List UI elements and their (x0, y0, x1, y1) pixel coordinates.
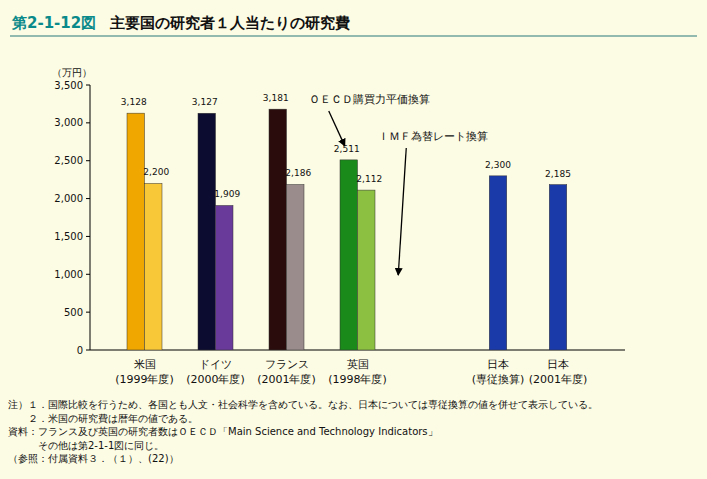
x-tick-label: フランス (2001年度) (257, 358, 316, 386)
y-tick-label: 0 (77, 345, 83, 356)
x-tick-label-line: (2001年度) (529, 373, 588, 386)
series-annotation: ＩＭＦ為替レート換算 (378, 130, 488, 143)
x-tick-label-line: (専従換算) (472, 373, 525, 386)
x-tick-label-line: フランス (265, 358, 309, 371)
y-tick (86, 312, 90, 313)
bar (269, 109, 287, 350)
data-label: 2,185 (545, 169, 571, 179)
x-tick-label-line: 米国 (134, 358, 156, 371)
title: 第2-1-12図主要国の研究者１人当たりの研究費 (11, 14, 350, 32)
y-tick-label: 1,500 (54, 231, 83, 242)
y-tick (86, 160, 90, 161)
data-label: 2,200 (143, 167, 169, 177)
data-label: 2,112 (356, 174, 382, 184)
y-label: （万円） (52, 67, 92, 78)
bar (216, 205, 234, 350)
y-tick (86, 350, 90, 351)
note: その他は第2-1-1図に同じ。 (8, 440, 164, 451)
y-tick-label: 2,000 (54, 193, 83, 204)
y-tick (86, 274, 90, 275)
data-label: 2,186 (285, 168, 311, 178)
x-tick-label: 米国 (1999年度) (115, 358, 174, 386)
x-tick-label-line: 日本 (487, 358, 509, 371)
data-label: 1,909 (214, 189, 240, 199)
y-tick-label: 3,000 (54, 117, 83, 128)
data-label: 3,127 (192, 97, 218, 107)
data-label: 2,511 (334, 144, 360, 154)
bar (340, 160, 358, 350)
data-labels: 3,128 2,200 3,127 1,909 3,181 2,186 2,511 2,112… (121, 93, 571, 199)
bar (358, 190, 376, 350)
bar (489, 176, 507, 350)
bar (549, 185, 567, 350)
y-tick-label: 1,000 (54, 269, 83, 280)
x-tick-label-line: (1999年度) (115, 373, 174, 386)
note: ２．米国の研究費は暦年の値である。 (8, 413, 198, 424)
x-tick-label: 英国 (1998年度) (328, 358, 387, 386)
x-tick-label-line: 英国 (347, 358, 369, 371)
figure-label: 第2-1-12図 (11, 14, 96, 32)
y-tick (86, 198, 90, 199)
annotation-arrow (329, 111, 345, 146)
x-tick-label-line: (2000年度) (186, 373, 245, 386)
x-tick-label: ドイツ (2000年度) (186, 358, 245, 386)
background (0, 0, 707, 479)
data-label: 3,181 (263, 93, 289, 103)
y-tick (86, 85, 90, 86)
y-tick-label: 2,500 (54, 155, 83, 166)
bar (145, 183, 163, 350)
bar (127, 113, 145, 350)
note: 資料：フランス及び英国の研究者数はＯＥＣＤ「Main Science and T… (8, 426, 438, 437)
y-tick (86, 122, 90, 123)
bars (127, 109, 567, 350)
note: 注）１．国際比較を行うため、各国とも人文・社会科学を含めている。なお、日本につい… (8, 399, 598, 410)
x-tick-label-line: (2001年度) (257, 373, 316, 386)
note: （参照：付属資料３．（１）、(22)） (8, 453, 179, 464)
data-label: 3,128 (121, 97, 147, 107)
x-tick-label: 日本 (2001年度) (529, 358, 588, 386)
x-tick-label-line: (1998年度) (328, 373, 387, 386)
series-annotation: ＯＥＣＤ購買力平価換算 (309, 93, 430, 106)
title-text: 主要国の研究者１人当たりの研究費 (109, 14, 350, 32)
x-tick-label-line: ドイツ (199, 358, 232, 371)
y-tick (86, 236, 90, 237)
data-label: 2,300 (485, 160, 511, 170)
bar (198, 113, 216, 350)
y-axis (90, 85, 91, 350)
annotation-arrow (398, 148, 406, 275)
bar (287, 184, 305, 350)
x-tick-label: 日本 (専従換算) (472, 358, 525, 386)
x-tick-label-line: 日本 (547, 358, 569, 371)
y-tick-label: 500 (64, 307, 83, 318)
chart: 第2-1-12図主要国の研究者１人当たりの研究費 （万円） 0 500 1,000 1,5… (0, 0, 707, 479)
title-rule (10, 35, 697, 36)
y-tick-label: 3,500 (54, 80, 83, 91)
